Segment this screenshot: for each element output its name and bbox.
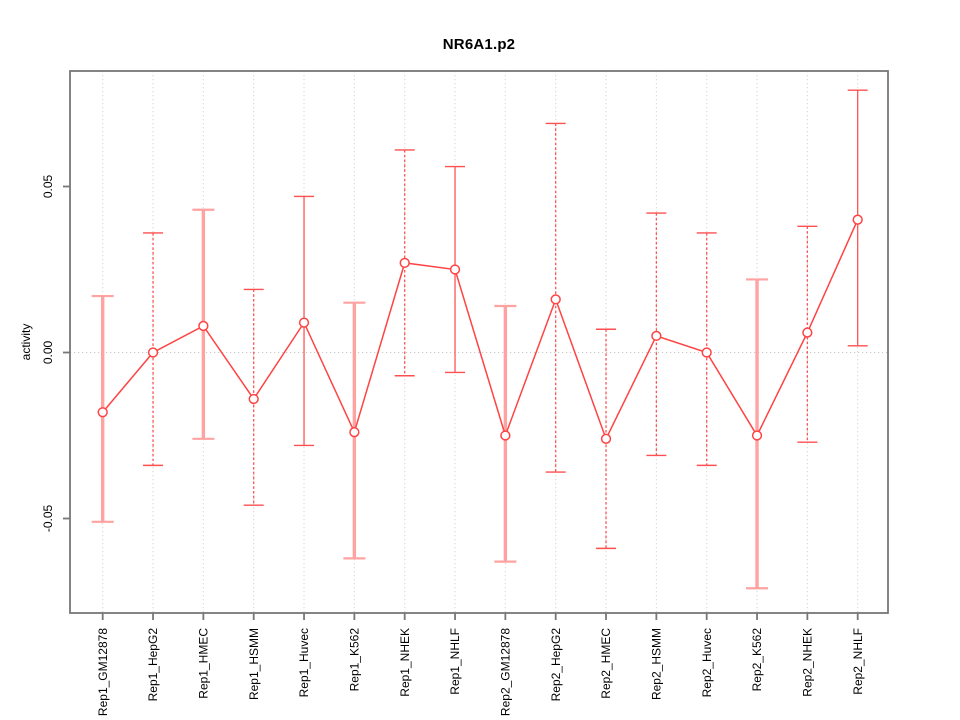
x-tick-label: Rep2_GM12878 bbox=[499, 628, 513, 716]
data-point-Rep1_Huvec bbox=[298, 317, 310, 328]
data-point-Rep2_HSMM bbox=[651, 330, 662, 342]
data-point-Rep1_HepG2 bbox=[147, 347, 159, 358]
x-tick-label: Rep1_HMEC bbox=[197, 628, 211, 699]
x-tick-label: Rep1_HSMM bbox=[247, 628, 261, 700]
data-point-Rep2_Huvec bbox=[701, 347, 712, 358]
data-point-Rep1_NHLF bbox=[449, 264, 461, 275]
y-tick-label: 0.00 bbox=[41, 340, 55, 364]
x-tick-label: Rep1_Huvec bbox=[297, 628, 311, 697]
y-tick-label: -0.05 bbox=[41, 505, 55, 533]
x-tick-label: Rep2_Huvec bbox=[700, 628, 714, 697]
data-point-Rep1_HMEC bbox=[198, 320, 209, 332]
data-point-Rep2_K562 bbox=[751, 430, 763, 441]
y-axis-label: activity bbox=[19, 323, 33, 361]
x-tick-label: Rep2_HepG2 bbox=[549, 628, 563, 702]
data-point-Rep1_GM12878 bbox=[97, 407, 108, 418]
data-point-Rep1_K562 bbox=[349, 427, 360, 438]
x-tick-label: Rep2_NHLF bbox=[851, 628, 865, 695]
data-point-Rep2_NHLF bbox=[852, 214, 863, 225]
data-point-Rep2_HepG2 bbox=[550, 294, 561, 305]
x-tick-label: Rep1_NHEK bbox=[398, 628, 412, 697]
x-tick-label: Rep2_K562 bbox=[750, 628, 764, 692]
data-point-Rep1_NHEK bbox=[399, 257, 410, 269]
series-line bbox=[102, 219, 859, 441]
data-point-Rep2_NHEK bbox=[802, 327, 813, 338]
data-point-Rep1_HSMM bbox=[248, 393, 259, 405]
x-tick-label: Rep1_GM12878 bbox=[96, 628, 110, 716]
x-tick-label: Rep2_NHEK bbox=[801, 628, 815, 697]
y-tick-label: 0.05 bbox=[41, 174, 55, 198]
plot-border bbox=[69, 70, 889, 614]
x-tick-label: Rep1_NHLF bbox=[448, 628, 462, 695]
x-tick-label: Rep1_HepG2 bbox=[146, 628, 160, 702]
data-point-Rep2_GM12878 bbox=[500, 430, 511, 441]
x-tick-label: Rep1_K562 bbox=[348, 628, 362, 692]
data-point-Rep2_HMEC bbox=[600, 433, 612, 444]
x-tick-label: Rep2_HSMM bbox=[650, 628, 664, 700]
x-tick-label: Rep2_HMEC bbox=[599, 628, 613, 699]
chart-title: NR6A1.p2 bbox=[442, 36, 516, 53]
